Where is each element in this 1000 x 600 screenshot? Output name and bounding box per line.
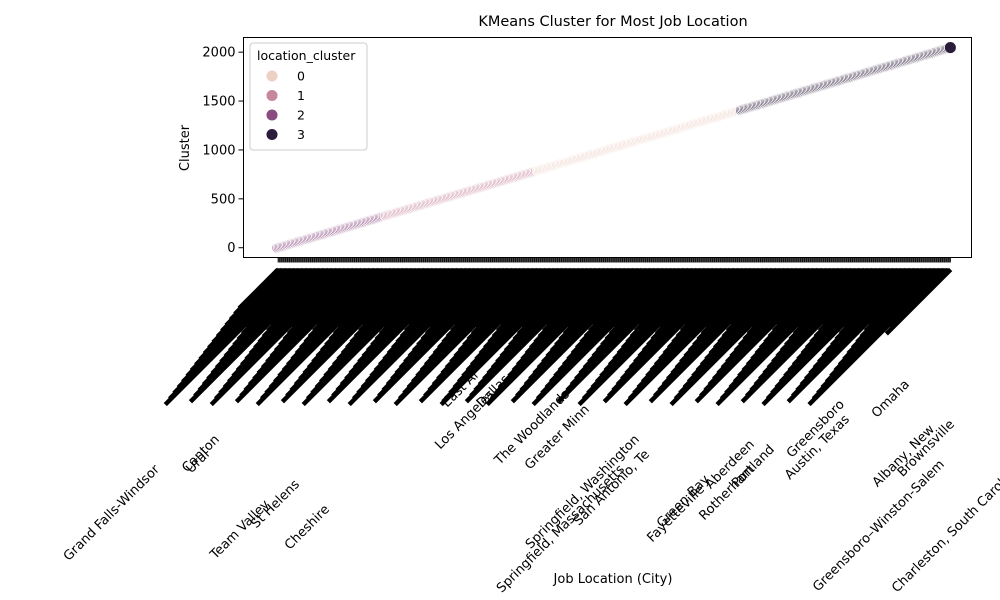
x-tick-label: Team Valley <box>207 497 273 563</box>
data-point-cluster-3 <box>943 41 957 55</box>
y-axis: 0 500 1000 1500 2000 <box>202 46 244 256</box>
legend-marker <box>265 89 279 102</box>
x-tick-label: Grand Falls-Windsor <box>61 462 163 564</box>
chart-title: KMeans Cluster for Most Job Location <box>478 14 747 30</box>
x-tick-layer <box>277 257 951 263</box>
y-tick-label: 0 <box>227 241 235 256</box>
legend-box <box>249 42 368 151</box>
legend-marker <box>265 69 279 83</box>
y-tick-label: 500 <box>211 192 236 207</box>
legend-label: 2 <box>297 108 305 123</box>
legend-label: 0 <box>297 69 305 84</box>
x-tick-label: Omaha <box>869 377 913 421</box>
legend-entries: 0 1 2 3 <box>265 69 305 142</box>
x-tick-label: Cheshire <box>282 502 333 553</box>
y-tick-label: 1000 <box>202 143 235 158</box>
x-tick-label-clutter <box>884 267 953 336</box>
y-tick-label: 2000 <box>202 46 235 61</box>
legend-marker <box>265 108 279 122</box>
legend-label: 1 <box>297 88 305 103</box>
x-tick-label: Charleston, South Carolina <box>889 462 1000 596</box>
x-axis-label: Job Location (City) <box>553 572 673 587</box>
legend: location_cluster 0 1 2 3 <box>249 42 368 151</box>
legend-title: location_cluster <box>257 48 356 63</box>
legend-marker <box>265 128 279 141</box>
y-axis-label: Cluster <box>178 124 193 171</box>
plot-frame <box>243 37 972 258</box>
scatter-points <box>271 41 957 255</box>
legend-label: 3 <box>297 127 305 142</box>
y-tick-label: 1500 <box>202 95 235 110</box>
